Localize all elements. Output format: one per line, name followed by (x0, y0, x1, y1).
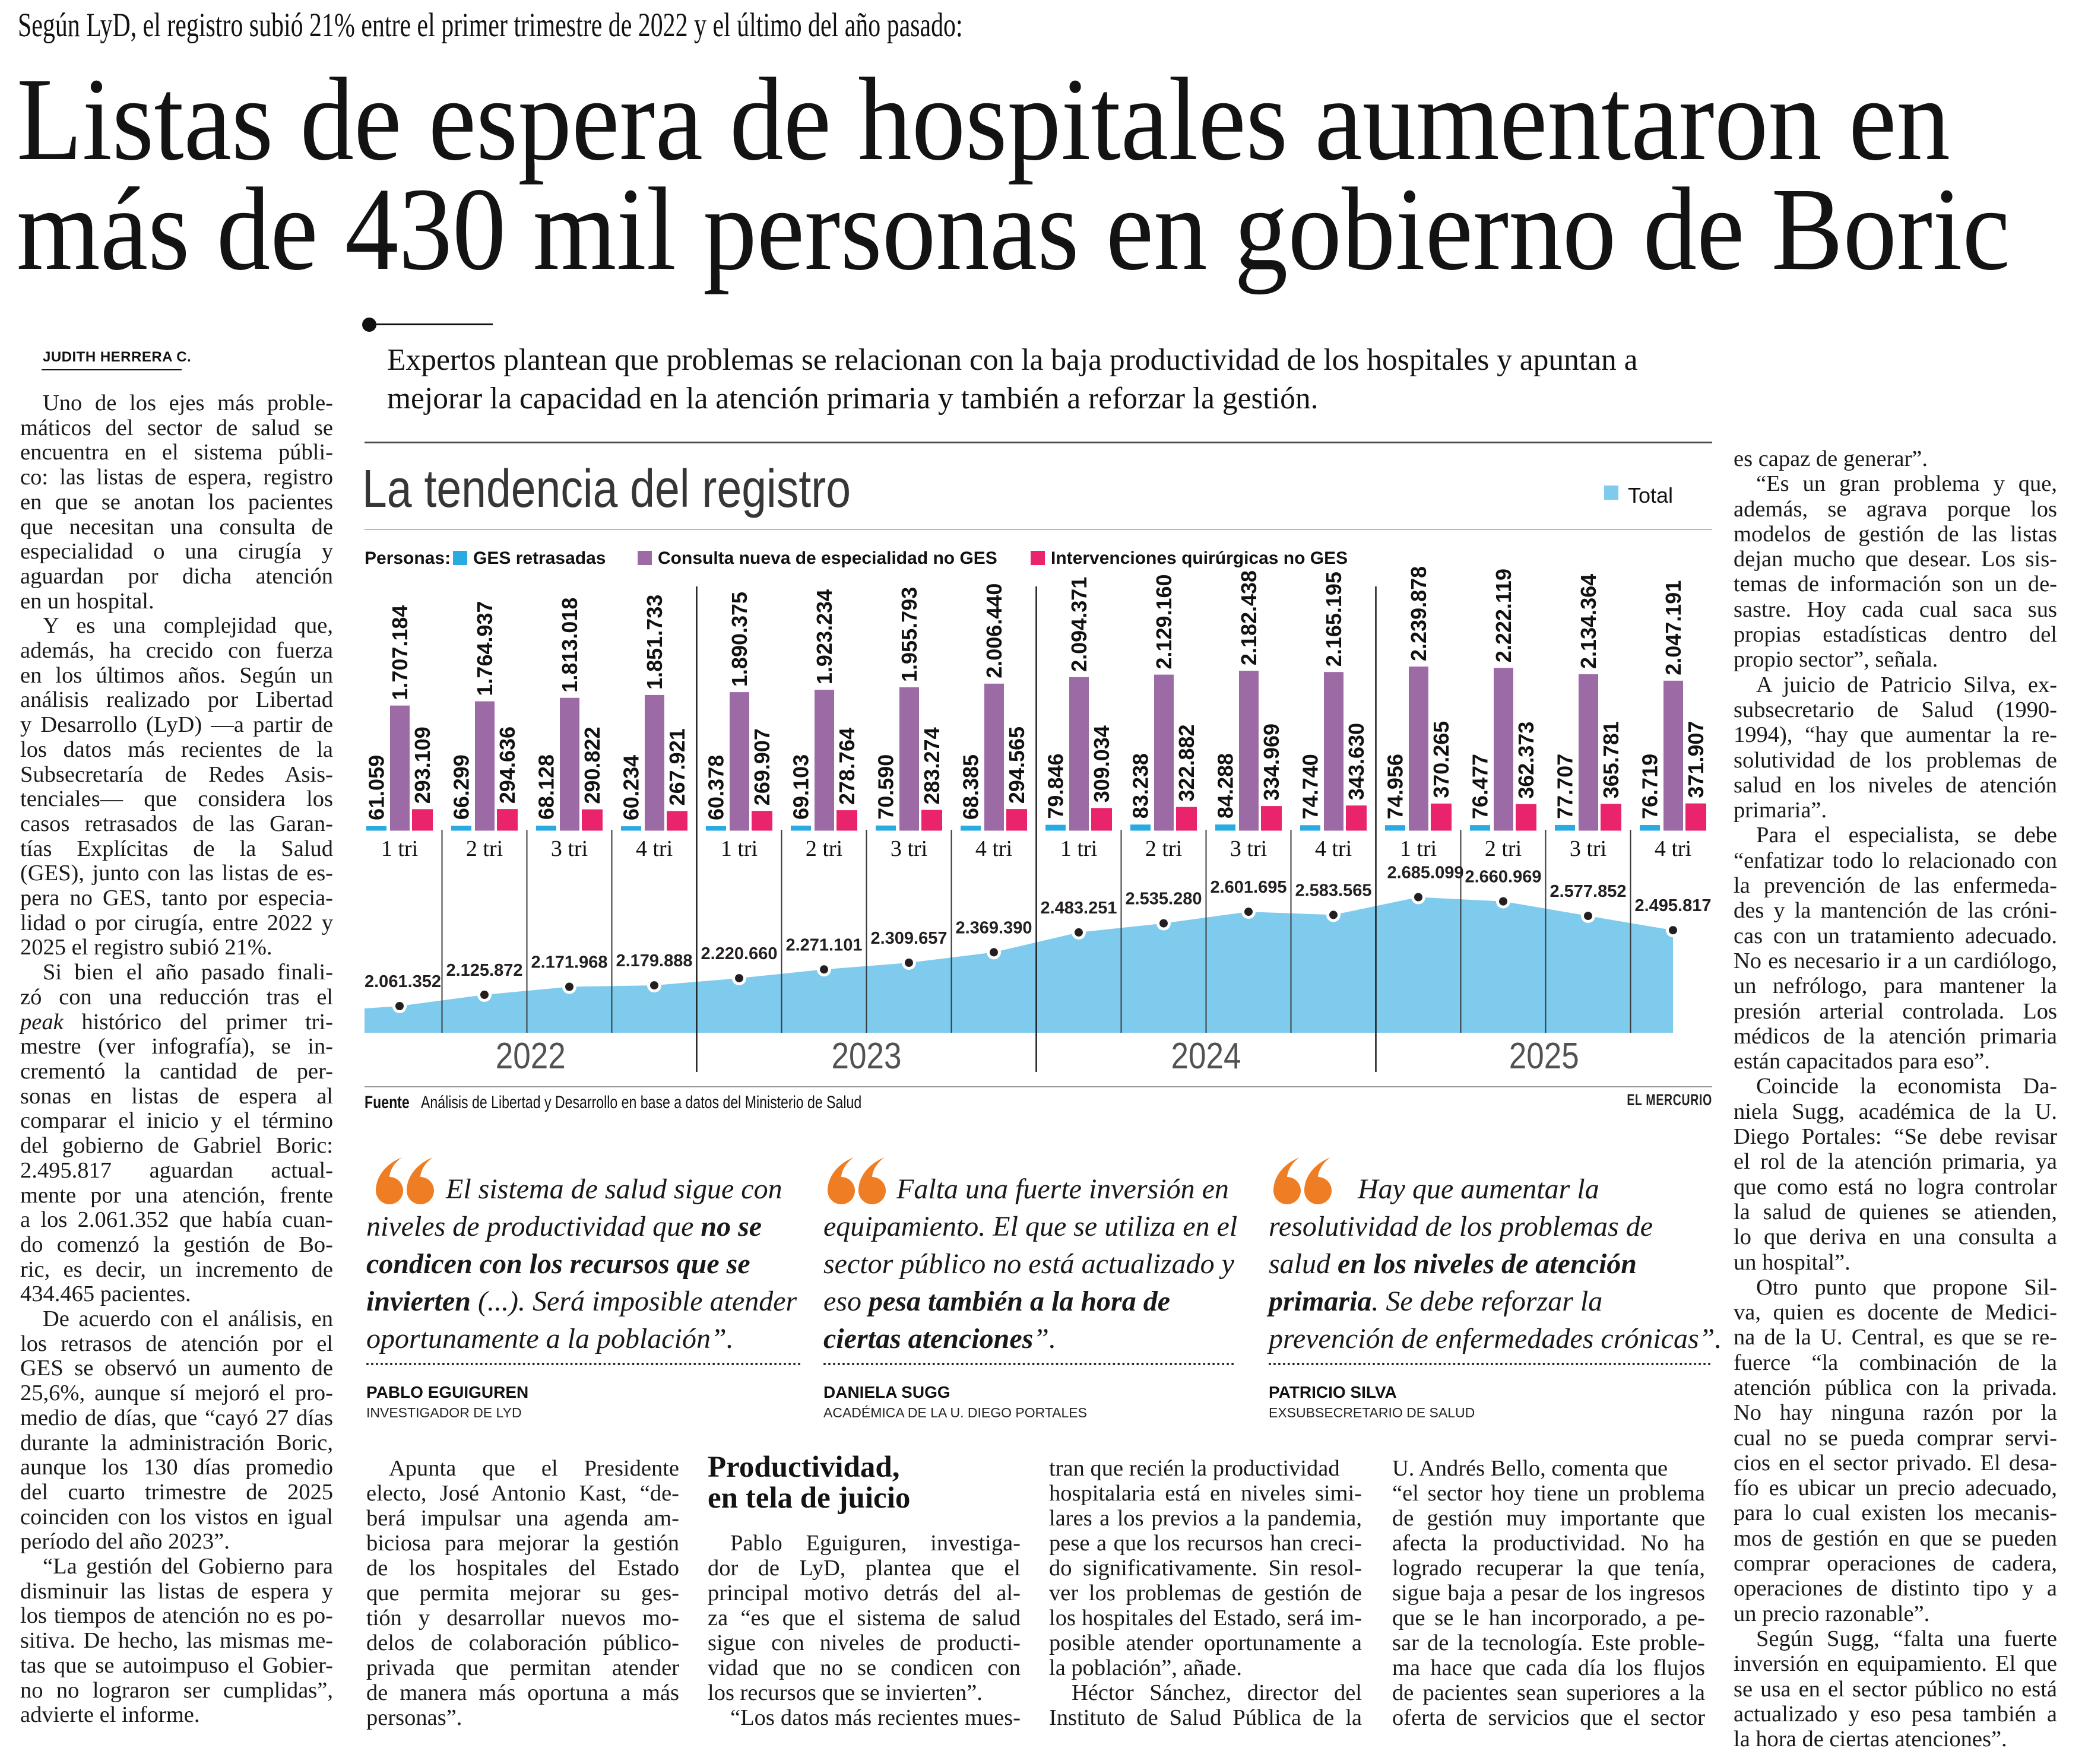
svg-text:60.378: 60.378 (704, 755, 728, 820)
svg-text:77.707: 77.707 (1553, 754, 1577, 819)
svg-text:74.956: 74.956 (1383, 754, 1408, 819)
svg-text:76.477: 76.477 (1468, 754, 1493, 819)
svg-text:2.182.438: 2.182.438 (1237, 570, 1261, 665)
svg-text:343.630: 343.630 (1344, 723, 1368, 800)
svg-text:290.822: 290.822 (580, 726, 604, 804)
svg-text:2 tri: 2 tri (806, 836, 842, 861)
svg-text:3 tri: 3 tri (891, 836, 927, 861)
svg-text:2.660.969: 2.660.969 (1465, 868, 1541, 887)
svg-text:2.271.101: 2.271.101 (785, 935, 862, 954)
svg-text:267.921: 267.921 (665, 728, 689, 805)
svg-text:2 tri: 2 tri (1145, 836, 1182, 861)
svg-text:68.385: 68.385 (959, 754, 983, 820)
svg-text:1.890.375: 1.890.375 (727, 592, 752, 687)
svg-text:370.265: 370.265 (1429, 721, 1453, 798)
svg-text:66.299: 66.299 (449, 754, 474, 820)
svg-text:283.274: 283.274 (920, 727, 944, 804)
svg-text:1 tri: 1 tri (381, 836, 418, 861)
svg-text:1.955.793: 1.955.793 (897, 587, 921, 682)
svg-text:293.109: 293.109 (410, 726, 435, 804)
svg-text:334.969: 334.969 (1259, 724, 1284, 801)
svg-text:2.483.251: 2.483.251 (1040, 899, 1117, 918)
svg-text:2.134.364: 2.134.364 (1576, 574, 1601, 669)
svg-text:2.171.968: 2.171.968 (531, 953, 607, 972)
svg-text:2.094.371: 2.094.371 (1067, 577, 1091, 672)
svg-text:2.220.660: 2.220.660 (701, 944, 777, 963)
svg-text:269.907: 269.907 (750, 728, 774, 805)
svg-text:68.128: 68.128 (534, 754, 559, 820)
svg-text:4 tri: 4 tri (1315, 836, 1352, 861)
svg-text:2.006.440: 2.006.440 (982, 583, 1006, 678)
svg-text:2.309.657: 2.309.657 (870, 929, 947, 948)
svg-text:2.179.888: 2.179.888 (616, 951, 692, 970)
svg-text:2.129.160: 2.129.160 (1152, 574, 1176, 669)
svg-text:2.165.195: 2.165.195 (1322, 572, 1346, 667)
svg-text:3 tri: 3 tri (1230, 836, 1267, 861)
svg-text:2023: 2023 (832, 1036, 902, 1077)
svg-text:362.373: 362.373 (1514, 722, 1538, 799)
svg-text:1.851.733: 1.851.733 (642, 595, 667, 690)
svg-text:365.781: 365.781 (1599, 721, 1623, 798)
svg-text:79.846: 79.846 (1044, 753, 1068, 818)
svg-text:322.882: 322.882 (1174, 724, 1199, 801)
svg-text:1.707.184: 1.707.184 (388, 605, 412, 700)
svg-text:2.222.119: 2.222.119 (1491, 569, 1516, 662)
svg-text:2.047.191: 2.047.191 (1661, 580, 1685, 675)
svg-text:294.636: 294.636 (495, 726, 519, 804)
svg-text:74.740: 74.740 (1298, 754, 1323, 819)
svg-text:2024: 2024 (1171, 1036, 1241, 1077)
svg-text:2 tri: 2 tri (1485, 836, 1522, 861)
svg-text:2.495.817: 2.495.817 (1634, 896, 1711, 915)
svg-text:1 tri: 1 tri (1060, 836, 1097, 861)
svg-text:294.565: 294.565 (1005, 726, 1029, 804)
svg-text:2025: 2025 (1509, 1036, 1579, 1077)
svg-text:2 tri: 2 tri (466, 836, 503, 861)
svg-text:70.590: 70.590 (874, 754, 898, 820)
svg-text:76.719: 76.719 (1638, 754, 1662, 819)
svg-text:2.601.695: 2.601.695 (1210, 878, 1287, 897)
svg-text:278.764: 278.764 (835, 728, 859, 805)
svg-text:3 tri: 3 tri (1570, 836, 1606, 861)
svg-text:2.577.852: 2.577.852 (1550, 882, 1626, 901)
svg-text:1.923.234: 1.923.234 (812, 589, 836, 684)
svg-text:2.061.352: 2.061.352 (365, 972, 441, 991)
svg-text:61.059: 61.059 (365, 755, 389, 820)
svg-text:2.685.099: 2.685.099 (1387, 864, 1463, 883)
svg-text:2.125.872: 2.125.872 (446, 961, 522, 980)
svg-text:2.535.280: 2.535.280 (1125, 890, 1202, 909)
svg-text:60.234: 60.234 (619, 755, 644, 820)
svg-text:1.764.937: 1.764.937 (473, 601, 497, 696)
svg-text:4 tri: 4 tri (975, 836, 1012, 861)
svg-text:371.907: 371.907 (1684, 721, 1708, 798)
svg-text:3 tri: 3 tri (551, 836, 588, 861)
svg-text:2.239.878: 2.239.878 (1406, 566, 1431, 661)
svg-text:2.369.390: 2.369.390 (955, 918, 1032, 937)
svg-text:1 tri: 1 tri (1400, 836, 1437, 861)
svg-text:1 tri: 1 tri (721, 836, 758, 861)
svg-text:83.238: 83.238 (1129, 753, 1153, 818)
svg-text:4 tri: 4 tri (636, 836, 673, 861)
svg-text:1.813.018: 1.813.018 (557, 598, 582, 693)
svg-text:4 tri: 4 tri (1655, 836, 1691, 861)
svg-text:84.288: 84.288 (1213, 753, 1238, 818)
svg-text:309.034: 309.034 (1089, 725, 1114, 802)
svg-text:2.583.565: 2.583.565 (1295, 881, 1371, 900)
svg-text:69.103: 69.103 (789, 754, 813, 820)
svg-text:2022: 2022 (496, 1036, 566, 1077)
